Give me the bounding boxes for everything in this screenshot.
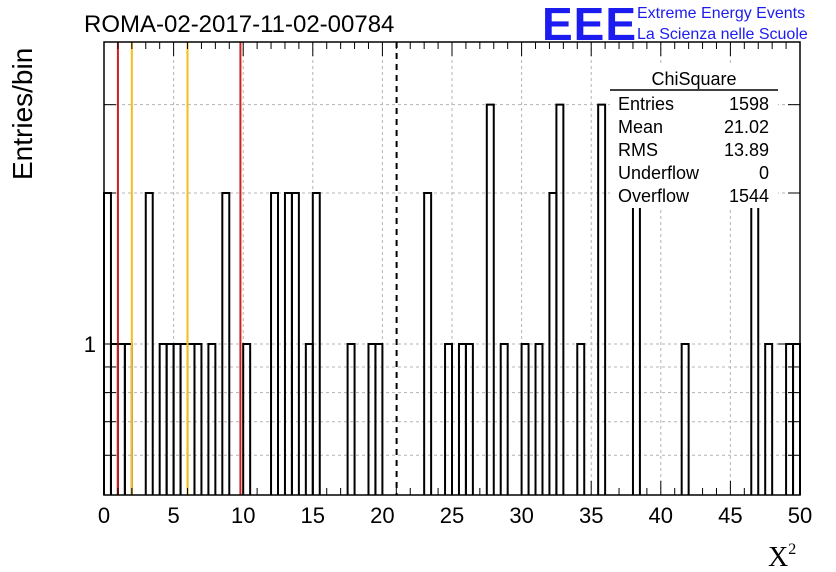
x-tick-label: 30	[509, 503, 533, 528]
x-axis-label-superscript: 2	[788, 541, 796, 558]
histogram-bin	[444, 343, 453, 495]
histogram-bin	[270, 192, 279, 495]
stats-value-underflow: 0	[759, 163, 769, 183]
stats-value-mean: 21.02	[724, 117, 769, 137]
x-tick-label: 5	[167, 503, 179, 528]
histogram-bin	[485, 103, 495, 495]
histogram-bin	[464, 343, 474, 495]
stats-rows: Entries 1598 Mean 21.02 RMS 13.89 Underflow 0 Ov…	[618, 94, 769, 206]
logo-line-2: La Scienza nelle Scuole	[637, 26, 808, 43]
stats-value-overflow: 1544	[729, 186, 769, 206]
x-tick-label: 50	[788, 503, 812, 528]
histogram-bin	[193, 343, 203, 495]
stats-label-overflow: Overflow	[618, 186, 690, 206]
axes	[103, 41, 801, 496]
x-tick-label: 45	[718, 503, 742, 528]
stats-label-mean: Mean	[618, 117, 663, 137]
histogram-bin	[311, 192, 321, 495]
chart-title: ROMA-02-2017-11-02-00784	[84, 11, 394, 38]
x-tick-label: 25	[440, 503, 464, 528]
histogram-bin	[555, 103, 565, 495]
stats-label-underflow: Underflow	[618, 163, 700, 183]
stats-label-rms: RMS	[618, 140, 658, 160]
histogram-bin	[764, 343, 774, 495]
histogram-bin	[290, 192, 300, 495]
histogram-bin	[374, 343, 384, 495]
stats-box: ChiSquare Entries 1598 Mean 21.02 RMS 13.89 Un…	[610, 66, 778, 208]
histogram-bin	[346, 343, 356, 495]
histogram-bin	[597, 103, 607, 495]
histogram-bin	[144, 192, 154, 495]
x-tick-label: 35	[579, 503, 603, 528]
histogram-bin	[423, 192, 433, 495]
histogram-bin	[576, 343, 586, 495]
y-tick-labels: 1	[84, 332, 96, 357]
histogram-bin	[534, 343, 544, 495]
histogram-bin	[520, 343, 530, 495]
stats-title: ChiSquare	[651, 69, 736, 89]
histogram-bin	[499, 343, 509, 495]
histogram-bin	[242, 343, 252, 495]
stats-value-rms: 13.89	[724, 140, 769, 160]
x-axis-label: X2	[768, 541, 796, 572]
marker-lines	[116, 42, 398, 495]
eee-logo: EEE Extreme Energy Events La Scienza nel…	[542, 0, 808, 50]
y-axis-label: Entries/bin	[7, 48, 38, 180]
histogram-bin	[221, 192, 231, 495]
stats-label-entries: Entries	[618, 94, 674, 114]
y-tick-label: 1	[84, 332, 96, 357]
x-tick-label: 10	[231, 503, 255, 528]
x-tick-label: 20	[370, 503, 394, 528]
logo-line-1: Extreme Energy Events	[637, 5, 805, 22]
histogram-bin	[680, 343, 690, 495]
x-tick-label: 40	[649, 503, 673, 528]
x-axis-label-base: X	[768, 542, 788, 572]
x-tick-label: 15	[301, 503, 325, 528]
histogram-bin	[207, 343, 217, 495]
stats-value-entries: 1598	[729, 94, 769, 114]
x-tick-label: 0	[98, 503, 110, 528]
x-tick-labels: 0 5 10 15 20 25 30 35 40 45 50	[98, 503, 812, 528]
